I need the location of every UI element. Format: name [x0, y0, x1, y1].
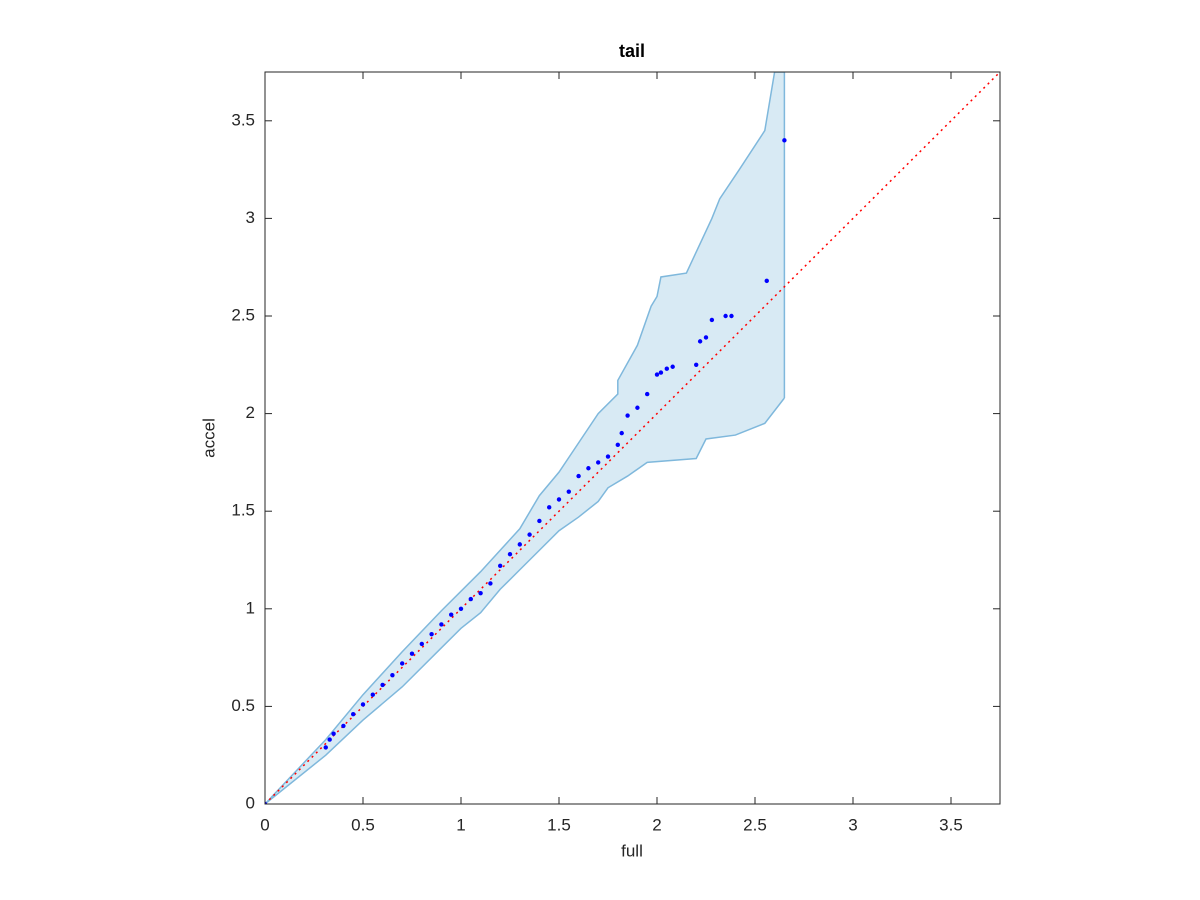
plot-area	[265, 72, 1000, 804]
y-tick-label: 0	[246, 793, 255, 812]
data-point	[527, 532, 532, 537]
band-edge	[265, 72, 785, 804]
axes-box	[264, 71, 1001, 805]
data-point	[703, 335, 709, 340]
y-tick-label: 1	[246, 598, 255, 617]
x-tick-label: 3.5	[939, 815, 963, 834]
data-point	[654, 372, 660, 377]
data-point	[605, 454, 611, 459]
data-point	[390, 672, 395, 678]
reference-line	[265, 72, 1000, 804]
data-point	[537, 518, 542, 524]
data-point	[468, 596, 473, 602]
data-point	[327, 737, 332, 742]
data-point	[619, 430, 624, 436]
y-tick-label: 3.5	[231, 110, 255, 129]
data-point	[370, 692, 375, 697]
data-point	[409, 651, 415, 656]
y-axis-label: accel	[199, 418, 218, 458]
data-point	[709, 317, 715, 323]
data-point	[478, 590, 483, 596]
data-point	[566, 489, 571, 494]
data-point	[670, 364, 675, 369]
data-point	[625, 413, 630, 418]
x-tick-label: 1.5	[547, 815, 571, 834]
x-tick-label: 2.5	[743, 815, 767, 834]
y-tick-label: 2	[246, 403, 255, 422]
data-point	[729, 313, 734, 319]
data-point	[664, 366, 669, 371]
confidence-band	[265, 72, 785, 804]
data-point	[517, 542, 522, 547]
x-tick-label: 1	[456, 815, 465, 834]
data-point	[400, 661, 405, 666]
data-point	[723, 313, 728, 319]
data-point	[576, 473, 581, 479]
data-point	[556, 497, 562, 502]
x-tick-label: 3	[848, 815, 857, 834]
data-point	[596, 460, 601, 465]
data-point	[635, 405, 640, 410]
chart-title: tail	[619, 41, 645, 61]
data-point	[449, 612, 454, 617]
x-axis-label: full	[621, 841, 643, 860]
data-point	[351, 712, 356, 717]
data-point	[380, 682, 385, 688]
data-point	[694, 362, 699, 367]
data-point	[429, 631, 434, 637]
data-point	[488, 581, 493, 586]
x-tick-label: 0.5	[351, 815, 375, 834]
data-point	[331, 731, 336, 736]
data-point	[360, 702, 366, 707]
data-point	[341, 723, 346, 729]
data-point	[547, 505, 552, 510]
data-point	[439, 622, 444, 627]
data-point	[265, 801, 268, 804]
data-point	[782, 138, 787, 143]
band-edge	[265, 397, 785, 804]
data-point	[419, 641, 424, 647]
data-point	[764, 278, 769, 284]
data-point	[586, 466, 591, 471]
data-point	[658, 370, 664, 375]
y-tick-label: 2.5	[231, 305, 255, 324]
data-point	[615, 442, 620, 448]
data-point	[507, 551, 513, 557]
data-point	[645, 391, 650, 397]
y-tick-label: 0.5	[231, 696, 255, 715]
x-tick-label: 2	[652, 815, 661, 834]
data-point	[323, 745, 328, 750]
y-tick-label: 3	[246, 208, 255, 227]
y-tick-label: 1.5	[231, 501, 255, 520]
data-point	[458, 606, 464, 611]
x-tick-label: 0	[260, 815, 269, 834]
data-point	[498, 563, 503, 569]
data-point	[697, 339, 703, 344]
